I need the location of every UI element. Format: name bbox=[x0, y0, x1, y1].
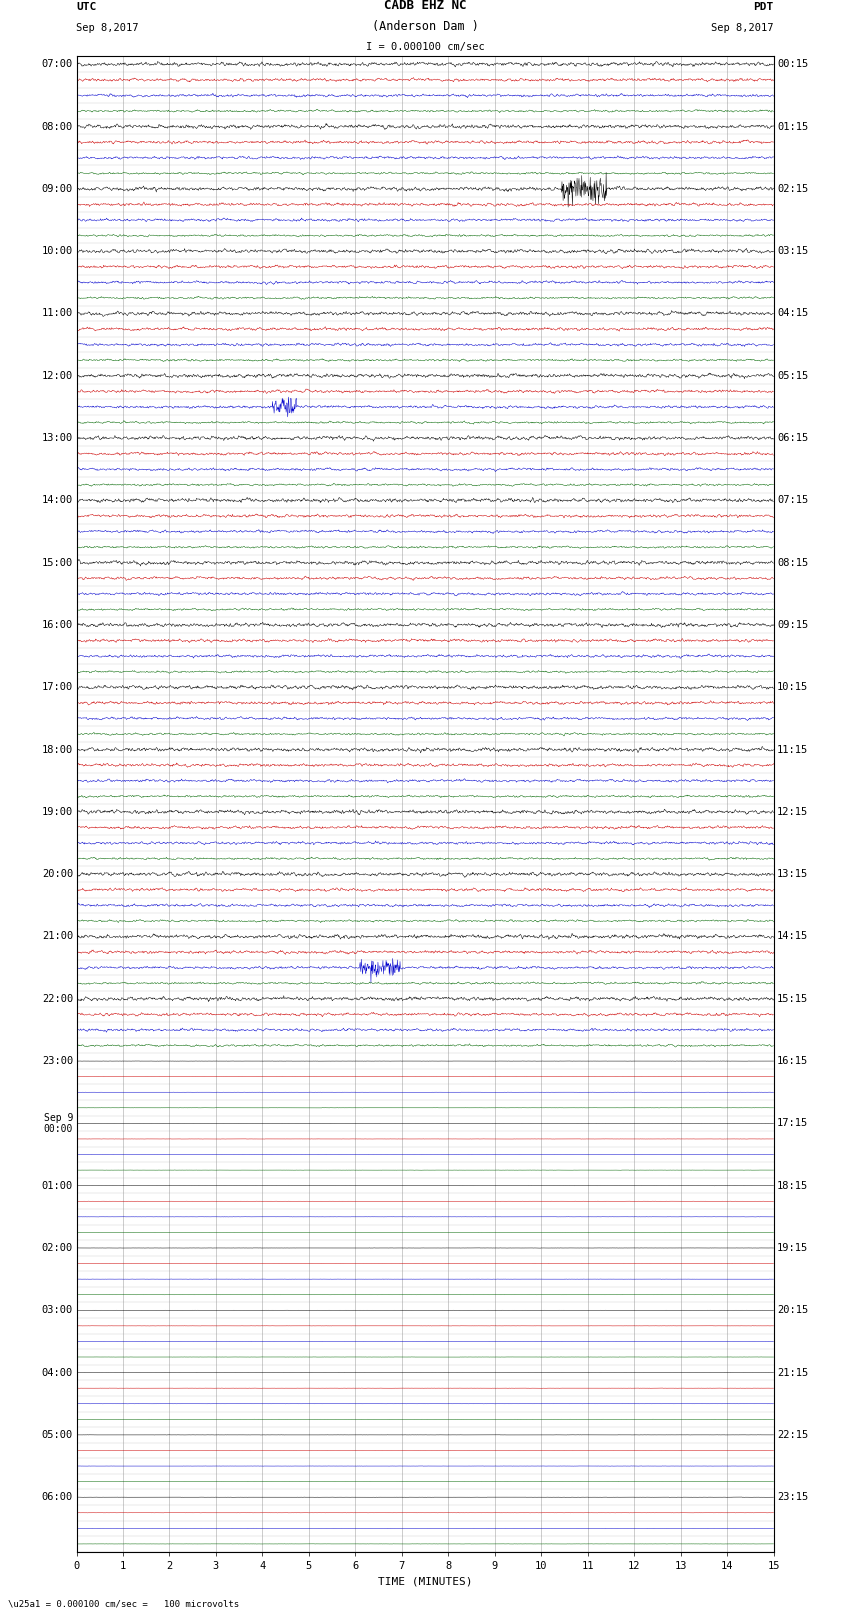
Text: 15:15: 15:15 bbox=[777, 994, 808, 1003]
Text: 10:00: 10:00 bbox=[42, 247, 73, 256]
Text: 08:00: 08:00 bbox=[42, 121, 73, 132]
Text: 12:15: 12:15 bbox=[777, 806, 808, 816]
Text: UTC: UTC bbox=[76, 2, 97, 11]
Text: Sep 8,2017: Sep 8,2017 bbox=[76, 23, 139, 32]
Text: 18:00: 18:00 bbox=[42, 745, 73, 755]
Text: 17:15: 17:15 bbox=[777, 1118, 808, 1129]
Text: 10:15: 10:15 bbox=[777, 682, 808, 692]
Text: 01:15: 01:15 bbox=[777, 121, 808, 132]
Text: 09:15: 09:15 bbox=[777, 619, 808, 631]
Text: 06:15: 06:15 bbox=[777, 432, 808, 444]
Text: 04:15: 04:15 bbox=[777, 308, 808, 318]
Text: 02:15: 02:15 bbox=[777, 184, 808, 194]
Text: 19:00: 19:00 bbox=[42, 806, 73, 816]
Text: 18:15: 18:15 bbox=[777, 1181, 808, 1190]
Text: 11:15: 11:15 bbox=[777, 745, 808, 755]
Text: PDT: PDT bbox=[753, 2, 774, 11]
Text: 05:15: 05:15 bbox=[777, 371, 808, 381]
Text: 20:00: 20:00 bbox=[42, 869, 73, 879]
Text: 22:00: 22:00 bbox=[42, 994, 73, 1003]
Text: 23:15: 23:15 bbox=[777, 1492, 808, 1502]
Text: (Anderson Dam ): (Anderson Dam ) bbox=[371, 19, 479, 32]
Text: 02:00: 02:00 bbox=[42, 1244, 73, 1253]
Text: 08:15: 08:15 bbox=[777, 558, 808, 568]
Text: 11:00: 11:00 bbox=[42, 308, 73, 318]
Text: Sep 8,2017: Sep 8,2017 bbox=[711, 23, 774, 32]
X-axis label: TIME (MINUTES): TIME (MINUTES) bbox=[377, 1576, 473, 1586]
Text: Sep 9
00:00: Sep 9 00:00 bbox=[43, 1113, 73, 1134]
Text: 01:00: 01:00 bbox=[42, 1181, 73, 1190]
Text: 03:15: 03:15 bbox=[777, 247, 808, 256]
Text: 13:15: 13:15 bbox=[777, 869, 808, 879]
Text: 04:00: 04:00 bbox=[42, 1368, 73, 1378]
Text: 06:00: 06:00 bbox=[42, 1492, 73, 1502]
Text: 20:15: 20:15 bbox=[777, 1305, 808, 1315]
Text: 05:00: 05:00 bbox=[42, 1429, 73, 1440]
Text: 16:00: 16:00 bbox=[42, 619, 73, 631]
Text: 12:00: 12:00 bbox=[42, 371, 73, 381]
Text: 00:15: 00:15 bbox=[777, 60, 808, 69]
Text: 21:00: 21:00 bbox=[42, 931, 73, 942]
Text: 14:00: 14:00 bbox=[42, 495, 73, 505]
Text: 09:00: 09:00 bbox=[42, 184, 73, 194]
Text: I = 0.000100 cm/sec: I = 0.000100 cm/sec bbox=[366, 42, 484, 52]
Text: 19:15: 19:15 bbox=[777, 1244, 808, 1253]
Text: CADB EHZ NC: CADB EHZ NC bbox=[383, 0, 467, 11]
Text: \u25a1 = 0.000100 cm/sec =   100 microvolts: \u25a1 = 0.000100 cm/sec = 100 microvolt… bbox=[8, 1598, 240, 1608]
Text: 21:15: 21:15 bbox=[777, 1368, 808, 1378]
Text: 03:00: 03:00 bbox=[42, 1305, 73, 1315]
Text: 07:00: 07:00 bbox=[42, 60, 73, 69]
Text: 16:15: 16:15 bbox=[777, 1057, 808, 1066]
Text: 14:15: 14:15 bbox=[777, 931, 808, 942]
Text: 17:00: 17:00 bbox=[42, 682, 73, 692]
Text: 15:00: 15:00 bbox=[42, 558, 73, 568]
Text: 22:15: 22:15 bbox=[777, 1429, 808, 1440]
Text: 07:15: 07:15 bbox=[777, 495, 808, 505]
Text: 23:00: 23:00 bbox=[42, 1057, 73, 1066]
Text: 13:00: 13:00 bbox=[42, 432, 73, 444]
